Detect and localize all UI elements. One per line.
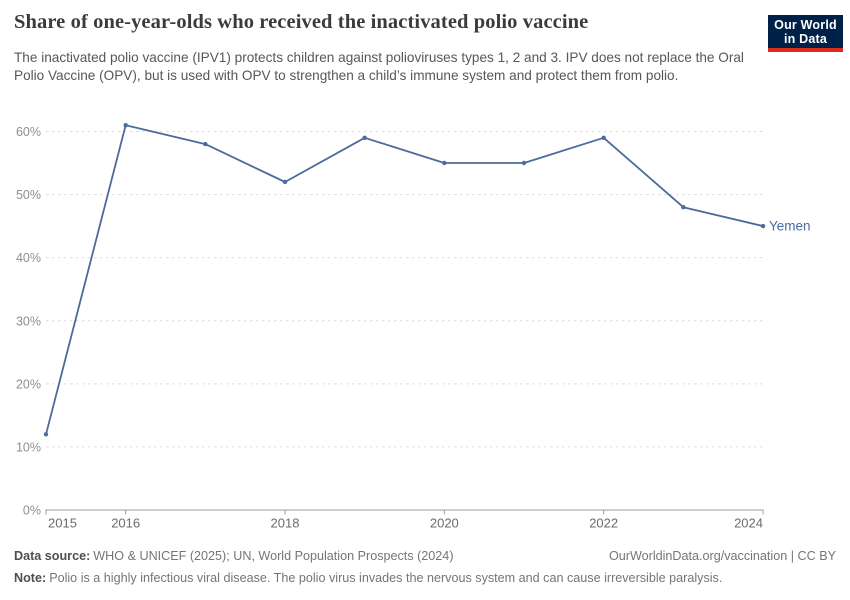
data-point[interactable]	[760, 223, 766, 229]
y-axis-tick-label: 0%	[23, 504, 41, 518]
data-point[interactable]	[442, 160, 447, 166]
x-axis-line	[45, 509, 764, 515]
owid-logo-line1: Our World	[774, 17, 837, 32]
data-point[interactable]	[203, 141, 208, 147]
data-point[interactable]	[282, 179, 288, 185]
series-line-yemen[interactable]	[45, 124, 764, 436]
y-axis-tick-label: 50%	[16, 188, 41, 202]
chart-footer: Data source: WHO & UNICEF (2025); UN, Wor…	[14, 546, 836, 588]
data-point[interactable]	[123, 123, 128, 128]
datasource-row: Data source: WHO & UNICEF (2025); UN, Wor…	[14, 546, 836, 566]
data-point[interactable]	[43, 432, 49, 437]
x-axis-tick-label: 2015	[48, 516, 77, 531]
y-axis-tick-label: 10%	[16, 440, 41, 454]
data-point[interactable]	[681, 205, 686, 210]
note-row: Note: Polio is a highly infectious viral …	[14, 568, 836, 588]
datasource-text: WHO & UNICEF (2025); UN, World Populatio…	[93, 549, 454, 563]
datasource-label: Data source:	[14, 549, 91, 563]
data-point[interactable]	[521, 160, 527, 166]
owid-logo[interactable]: Our World in Data	[768, 15, 843, 52]
owid-logo-line2: in Data	[783, 31, 828, 46]
x-axis-tick-label: 2016	[111, 516, 140, 531]
license-link[interactable]: OurWorldinData.org/vaccination | CC BY	[608, 549, 836, 563]
y-axis-tick-label: 40%	[16, 251, 41, 265]
y-axis-tick-label: 60%	[16, 125, 41, 139]
y-axis-tick-label: 30%	[16, 314, 41, 328]
y-axis-tick-label: 20%	[16, 377, 41, 391]
x-axis-tick-label: 2022	[589, 516, 618, 531]
x-axis-tick-label: 2020	[430, 516, 459, 531]
data-point[interactable]	[362, 135, 367, 140]
chart-subtitle: The inactivated polio vaccine (IPV1) pro…	[14, 50, 744, 83]
data-point[interactable]	[601, 135, 606, 140]
note-text: Polio is a highly infectious viral disea…	[49, 571, 723, 585]
chart-title: Share of one-year-olds who received the …	[14, 11, 589, 33]
x-axis-tick-label: 2024	[734, 516, 763, 531]
note-label: Note:	[14, 571, 47, 585]
series-end-label[interactable]: Yemen	[769, 219, 811, 234]
x-axis-tick-label: 2018	[271, 516, 300, 531]
